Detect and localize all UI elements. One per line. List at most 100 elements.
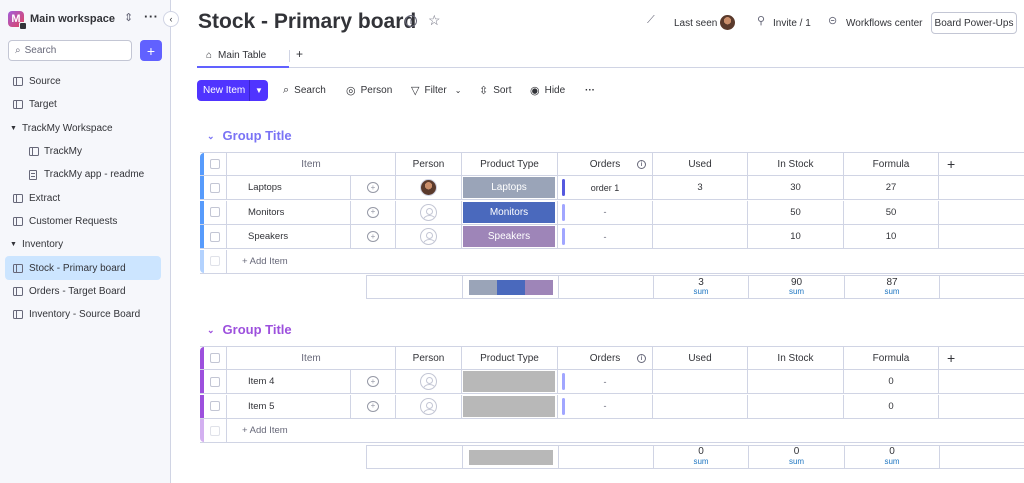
row-checkbox-cell[interactable] — [204, 394, 227, 418]
add-update-icon[interactable]: + — [367, 182, 379, 193]
column-header-used[interactable]: Used — [653, 153, 748, 175]
product-type-cell[interactable] — [462, 394, 558, 418]
in-stock-cell[interactable]: 10 — [748, 225, 844, 248]
column-header-product-type[interactable]: Product Type — [462, 153, 558, 175]
checkbox[interactable] — [210, 353, 220, 363]
board-power-ups-button[interactable]: Board Power-Ups — [931, 12, 1017, 34]
add-item-button[interactable]: + Add Item — [242, 425, 288, 436]
column-header-formula[interactable]: Formula — [844, 153, 939, 175]
status-label[interactable]: Laptops — [463, 177, 555, 198]
last-seen-button[interactable]: Last seen — [674, 17, 718, 29]
checkbox[interactable] — [210, 182, 220, 193]
person-cell[interactable] — [396, 370, 462, 393]
formula-cell[interactable]: 0 — [844, 394, 939, 418]
add-update-icon[interactable]: + — [367, 206, 379, 218]
checkbox[interactable] — [210, 207, 220, 217]
add-button[interactable]: + — [140, 40, 162, 61]
person-cell[interactable] — [396, 176, 462, 199]
orders-cell[interactable]: order 1 — [558, 176, 653, 199]
checkbox[interactable] — [210, 376, 220, 387]
tab-main-table[interactable]: ⌂ Main Table — [197, 44, 289, 68]
formula-cell[interactable]: 50 — [844, 200, 939, 224]
chevron-updown-icon[interactable]: ⇕ — [124, 12, 134, 24]
sidebar-item[interactable]: Customer Requests — [5, 210, 161, 233]
column-header-orders[interactable]: Orders i — [558, 153, 653, 175]
sidebar-search[interactable]: ⌕ — [8, 40, 132, 61]
activity-icon[interactable]: ⟋ — [647, 14, 655, 26]
row-checkbox-cell[interactable] — [204, 370, 227, 393]
star-icon[interactable]: ☆ — [428, 12, 441, 28]
invite-person-icon[interactable]: ⚲ — [757, 15, 766, 27]
product-type-cell[interactable]: Monitors — [462, 200, 558, 224]
person-icon[interactable] — [420, 397, 437, 415]
caret-down-icon[interactable]: ▼ — [10, 124, 17, 132]
info-icon[interactable]: i — [637, 160, 646, 169]
info-icon[interactable]: i — [405, 15, 417, 27]
person-icon[interactable] — [420, 373, 437, 390]
sidebar-item[interactable]: ▼ TrackMy Workspace — [5, 117, 161, 140]
in-stock-cell[interactable] — [748, 394, 844, 418]
updates-cell[interactable]: + — [351, 176, 396, 199]
more-options-icon[interactable]: ··· — [585, 85, 595, 96]
person-icon[interactable] — [420, 228, 437, 245]
add-update-icon[interactable]: + — [367, 376, 379, 387]
invite-button[interactable]: Invite / 1 — [773, 17, 811, 29]
plus-icon[interactable]: + — [947, 350, 956, 366]
item-name-cell[interactable]: Item 5 — [227, 394, 351, 418]
status-distribution-bar[interactable] — [469, 449, 553, 465]
group-title[interactable]: ⌄ Group Title — [207, 322, 292, 337]
item-name-cell[interactable]: Laptops — [227, 176, 351, 199]
in-stock-cell[interactable]: 50 — [748, 200, 844, 224]
filter-button[interactable]: ▽ Filter ⌄ — [411, 80, 461, 101]
person-icon[interactable] — [420, 203, 437, 221]
sidebar-item[interactable]: Source — [5, 70, 161, 93]
product-type-cell[interactable]: Laptops — [462, 176, 558, 199]
board-title[interactable]: Stock - Primary board — [198, 10, 417, 33]
column-header-in-stock[interactable]: In Stock — [748, 153, 844, 175]
person-cell[interactable] — [396, 200, 462, 224]
column-header-product-type[interactable]: Product Type — [462, 347, 558, 369]
updates-cell[interactable]: + — [351, 200, 396, 224]
avatar[interactable] — [720, 15, 735, 30]
sidebar-item[interactable]: TrackMy app - readme — [5, 163, 161, 186]
column-header-person[interactable]: Person — [396, 153, 462, 175]
chevron-down-icon[interactable]: ⌄ — [207, 325, 215, 335]
sidebar-search-input[interactable] — [24, 45, 121, 56]
used-cell[interactable]: 3 — [653, 176, 748, 199]
plus-icon[interactable]: + — [947, 156, 956, 172]
sidebar-item[interactable]: Inventory - Source Board — [5, 303, 161, 326]
item-name-cell[interactable]: Speakers — [227, 225, 351, 248]
add-view-button[interactable]: + — [296, 47, 304, 61]
search-button[interactable]: ⌕ Search — [283, 80, 326, 101]
sidebar-item[interactable]: Extract — [5, 186, 161, 209]
add-update-icon[interactable]: + — [367, 400, 379, 412]
orders-cell[interactable]: - — [558, 225, 653, 248]
used-cell[interactable] — [653, 225, 748, 248]
person-cell[interactable] — [396, 225, 462, 248]
status-label[interactable]: Monitors — [463, 201, 555, 223]
in-stock-cell[interactable] — [748, 370, 844, 393]
used-cell[interactable] — [653, 200, 748, 224]
column-header-person[interactable]: Person — [396, 347, 462, 369]
column-header-item[interactable]: Item — [227, 153, 396, 175]
formula-cell[interactable]: 10 — [844, 225, 939, 248]
row-checkbox-cell[interactable] — [204, 176, 227, 199]
formula-cell[interactable]: 0 — [844, 370, 939, 393]
select-all-checkbox[interactable] — [204, 347, 227, 369]
workflow-icon[interactable]: ⊝ — [828, 15, 838, 27]
group-title[interactable]: ⌄ Group Title — [207, 128, 292, 143]
row-checkbox-cell[interactable] — [204, 225, 227, 248]
sort-button[interactable]: ⇳ Sort — [479, 80, 512, 101]
orders-cell[interactable]: - — [558, 394, 653, 418]
sidebar-item[interactable]: TrackMy — [5, 140, 161, 163]
add-column-button[interactable]: + — [939, 153, 1024, 175]
column-header-orders[interactable]: Orders i — [558, 347, 653, 369]
used-cell[interactable] — [653, 394, 748, 418]
product-type-cell[interactable]: Speakers — [462, 225, 558, 248]
avatar[interactable] — [420, 179, 437, 196]
sidebar-item[interactable]: Target — [5, 93, 161, 116]
person-cell[interactable] — [396, 394, 462, 418]
person-filter-button[interactable]: ◎ Person — [346, 80, 392, 101]
sidebar-item[interactable]: Orders - Target Board — [5, 280, 161, 303]
product-type-cell[interactable] — [462, 370, 558, 393]
